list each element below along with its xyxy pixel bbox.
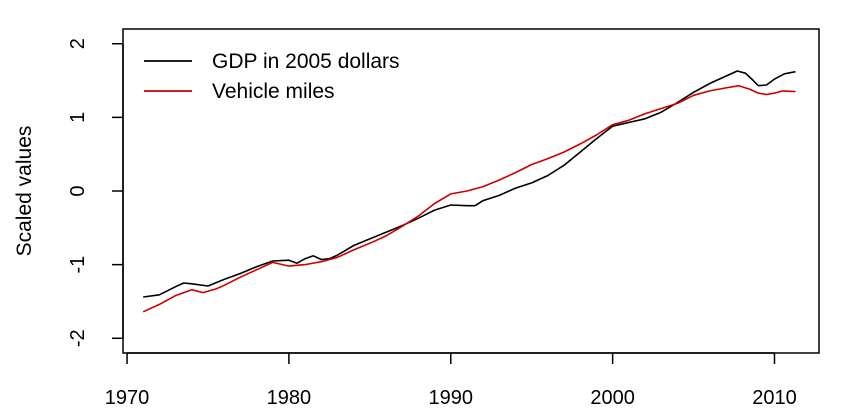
x-axis: 1970 1980 1990 2000 2010 <box>105 352 797 409</box>
legend-label-vehicle-miles: Vehicle miles <box>212 80 335 103</box>
y-tick-label: -1 <box>67 256 89 274</box>
series-line-gdp-in-2005-dollars <box>143 70 796 298</box>
x-tick-label: 1990 <box>429 387 474 409</box>
x-tick-label: 2000 <box>590 387 635 409</box>
x-tick-label: 1970 <box>105 387 150 409</box>
series-line-vehicle-miles <box>142 84 796 313</box>
y-tick-label: 1 <box>67 112 89 123</box>
legend: GDP in 2005 dollars Vehicle miles <box>144 50 400 103</box>
series-layer <box>142 70 796 313</box>
x-tick-label: 2010 <box>752 387 797 409</box>
legend-label-gdp: GDP in 2005 dollars <box>212 50 400 73</box>
y-tick-label: 2 <box>67 38 89 49</box>
plot-frame <box>122 28 820 354</box>
y-axis: -2 -1 0 1 2 <box>67 38 124 347</box>
y-tick-label: 0 <box>67 185 89 196</box>
y-axis-title: Scaled values <box>13 126 36 257</box>
y-tick-label: -2 <box>67 329 89 347</box>
x-tick-label: 1980 <box>267 387 312 409</box>
